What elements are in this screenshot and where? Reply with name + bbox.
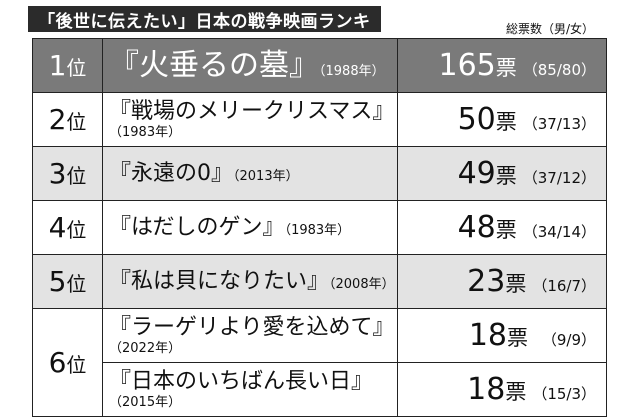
title-cell: 『戦場のメリークリスマス』（1983年） [102,92,398,147]
vote-unit: 票 [505,272,527,296]
movie-title: 『永遠の0』 [109,160,233,186]
table-row-rank-1: 1位 『火垂るの墓』（1988年） 165票 （85/80） [32,38,607,93]
rank-suffix: 位 [66,218,87,242]
rank-cell: 4位 [32,200,103,255]
vote-split: （16/7） [532,277,596,295]
title-cell: 『ラーゲリより愛を込めて』（2022年） [102,308,398,363]
vote-split: （37/12） [522,169,596,187]
table-row-rank-5: 5位 『私は貝になりたい』（2008年） 23票 （16/7） [32,254,607,309]
vote-count: 23 [467,264,506,299]
movie-year: （2008年） [329,276,395,292]
movie-title: 『ラーゲリより愛を込めて』 [109,314,395,340]
movie-title: 『戦場のメリークリスマス』 [109,98,395,124]
movie-year: （1988年） [319,63,385,79]
title-cell: 『私は貝になりたい』（2008年） [102,254,398,309]
rank-cell: 6位 [32,308,103,417]
page-title: 「後世に伝えたい」日本の戦争映画ランキ [28,6,381,32]
votes-cell: 23票 （16/7） [397,254,607,309]
movie-title: 『私は貝になりたい』 [109,268,330,294]
table-row-rank-4: 4位 『はだしのゲン』（1983年） 48票 （34/14） [32,200,607,255]
rank-suffix: 位 [66,110,87,134]
table-row-rank-2: 2位 『戦場のメリークリスマス』（1983年） 50票 （37/13） [32,92,607,147]
title-cell: 『はだしのゲン』（1983年） [102,200,398,255]
rank-number: 4 [48,211,67,244]
vote-count: 18 [467,372,506,407]
vote-count: 18 [468,318,507,353]
vote-unit: 票 [507,326,528,350]
rank-cell: 3位 [32,146,103,201]
vote-unit: 票 [495,218,517,242]
rank-number: 6 [48,346,67,379]
vote-count: 165 [438,48,496,83]
rank-cell: 2位 [32,92,103,147]
votes-cell: 49票 （37/12） [397,146,607,201]
table-row-rank-6b: 『日本のいちばん長い日』（2015年） 18票 （15/3） [33,362,607,417]
table-row-rank-6a: 6位 『ラーゲリより愛を込めて』（2022年） 18票 （9/9） [32,308,607,417]
rank-suffix: 位 [66,353,87,377]
movie-year: （2022年） [109,340,182,356]
votes-cell: 18票 （9/9） [397,308,607,363]
title-cell: 『日本のいちばん長い日』（2015年） [102,362,398,417]
vote-split: （9/9） [541,331,596,349]
vote-split: （34/14） [522,223,596,241]
movie-year: （2013年） [233,168,299,184]
table-row-rank-3: 3位 『永遠の0』（2013年） 49票 （37/12） [32,146,607,201]
movie-title: 『日本のいちばん長い日』 [109,368,374,394]
vote-split: （37/13） [522,115,596,133]
vote-unit: 票 [505,380,527,404]
votes-cell: 165票 （85/80） [397,38,607,93]
movie-title: 『はだしのゲン』 [109,214,285,240]
rank-number: 5 [48,265,67,298]
rank-cell: 5位 [32,254,103,309]
vote-count: 48 [457,210,496,245]
ranking-table: 1位 『火垂るの墓』（1988年） 165票 （85/80） 2位 『戦場のメリー… [32,38,607,417]
title-cell: 『永遠の0』（2013年） [102,146,398,201]
rank-number: 1 [48,49,67,82]
rank-number: 3 [48,157,67,190]
vote-unit: 票 [495,164,517,188]
rank-cell: 1位 [32,38,103,93]
rank-suffix: 位 [66,272,87,296]
movie-year: （1983年） [284,222,351,238]
vote-count: 49 [457,156,496,191]
rank-number: 2 [48,103,67,136]
movie-year: （2015年） [109,394,182,410]
vote-unit: 票 [495,56,517,80]
rank-suffix: 位 [66,164,87,188]
vote-unit: 票 [495,110,517,134]
rank-suffix: 位 [66,56,87,80]
votes-cell: 18票 （15/3） [397,362,607,417]
vote-split: （85/80） [522,61,596,79]
legend-label: 総票数（男/女） [505,22,594,36]
votes-cell: 50票 （37/13） [397,92,607,147]
movie-title: 『火垂るの墓』 [109,47,319,83]
vote-count: 50 [457,102,496,137]
vote-split: （15/3） [532,385,596,403]
title-cell: 『火垂るの墓』（1988年） [102,38,398,93]
votes-cell: 48票 （34/14） [397,200,607,255]
movie-year: （1983年） [109,124,182,140]
